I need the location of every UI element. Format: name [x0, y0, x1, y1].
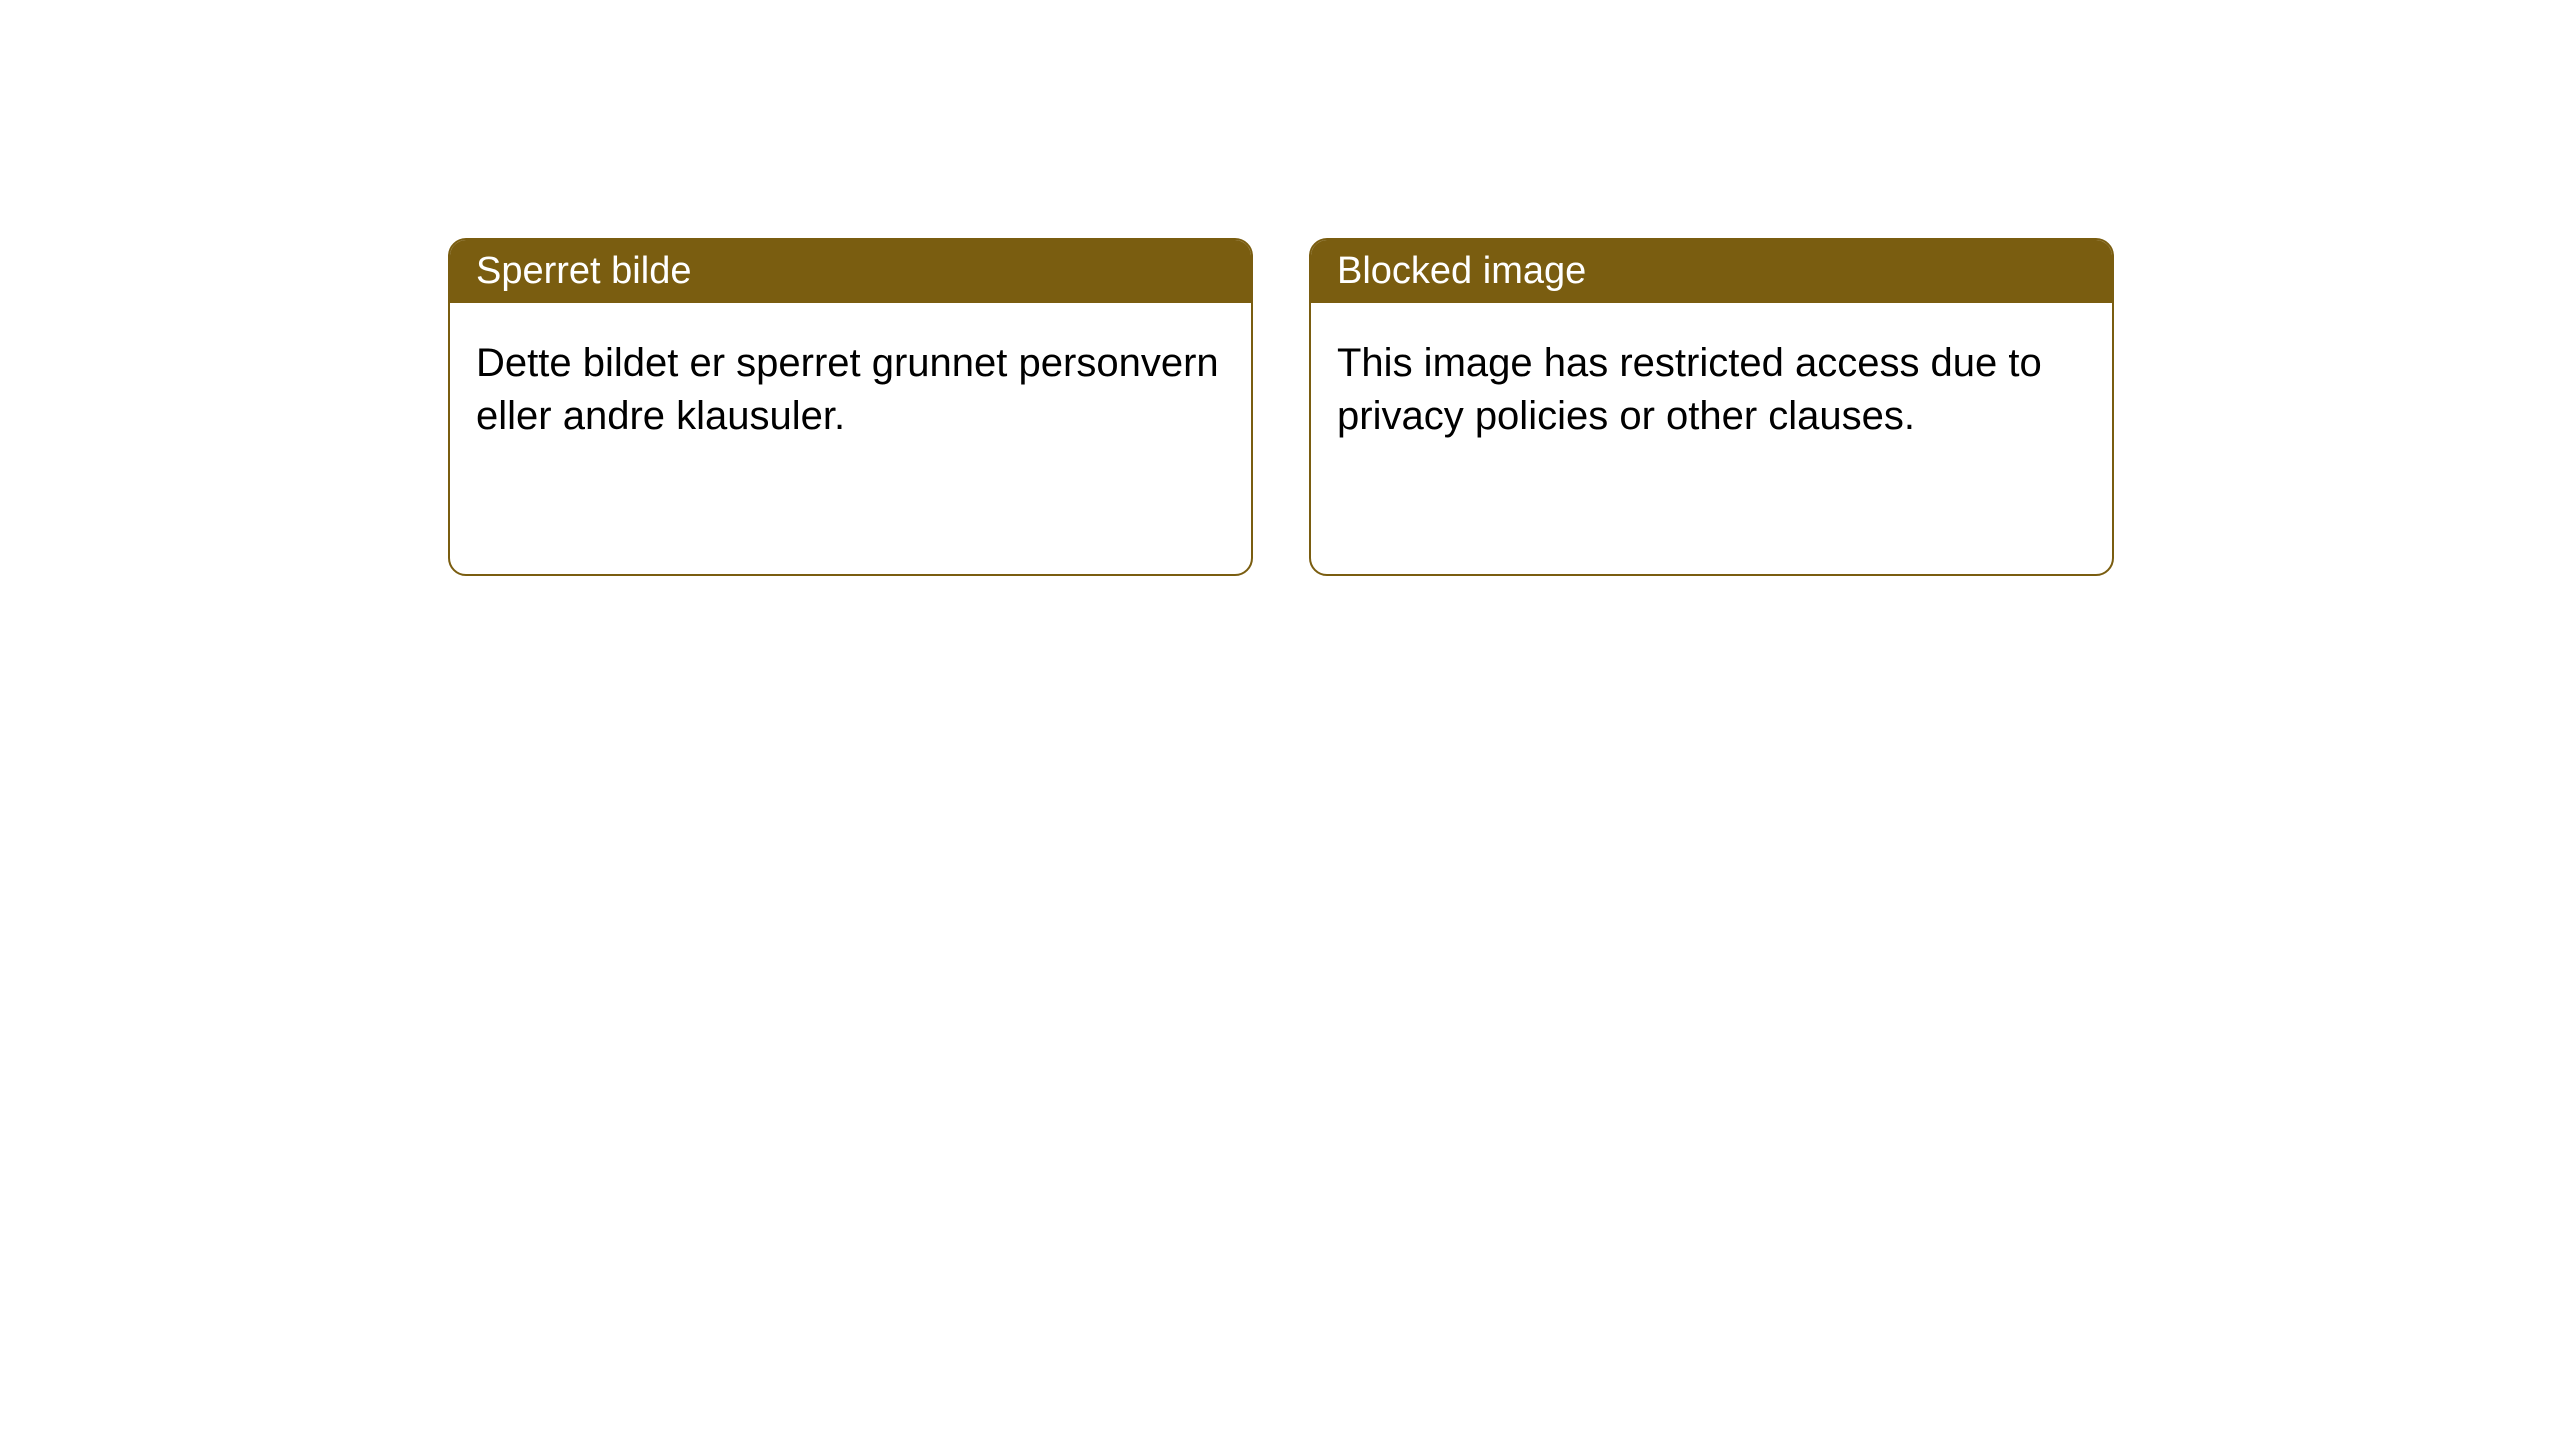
card-body-text: Dette bildet er sperret grunnet personve… [476, 341, 1219, 438]
card-header: Blocked image [1311, 240, 2112, 303]
card-header: Sperret bilde [450, 240, 1251, 303]
notice-card-norwegian: Sperret bilde Dette bildet er sperret gr… [448, 238, 1253, 576]
card-body: This image has restricted access due to … [1311, 303, 2112, 477]
notice-container: Sperret bilde Dette bildet er sperret gr… [448, 238, 2114, 576]
card-body-text: This image has restricted access due to … [1337, 341, 2042, 438]
notice-card-english: Blocked image This image has restricted … [1309, 238, 2114, 576]
card-title: Sperret bilde [476, 250, 691, 292]
card-title: Blocked image [1337, 250, 1586, 292]
card-body: Dette bildet er sperret grunnet personve… [450, 303, 1251, 477]
